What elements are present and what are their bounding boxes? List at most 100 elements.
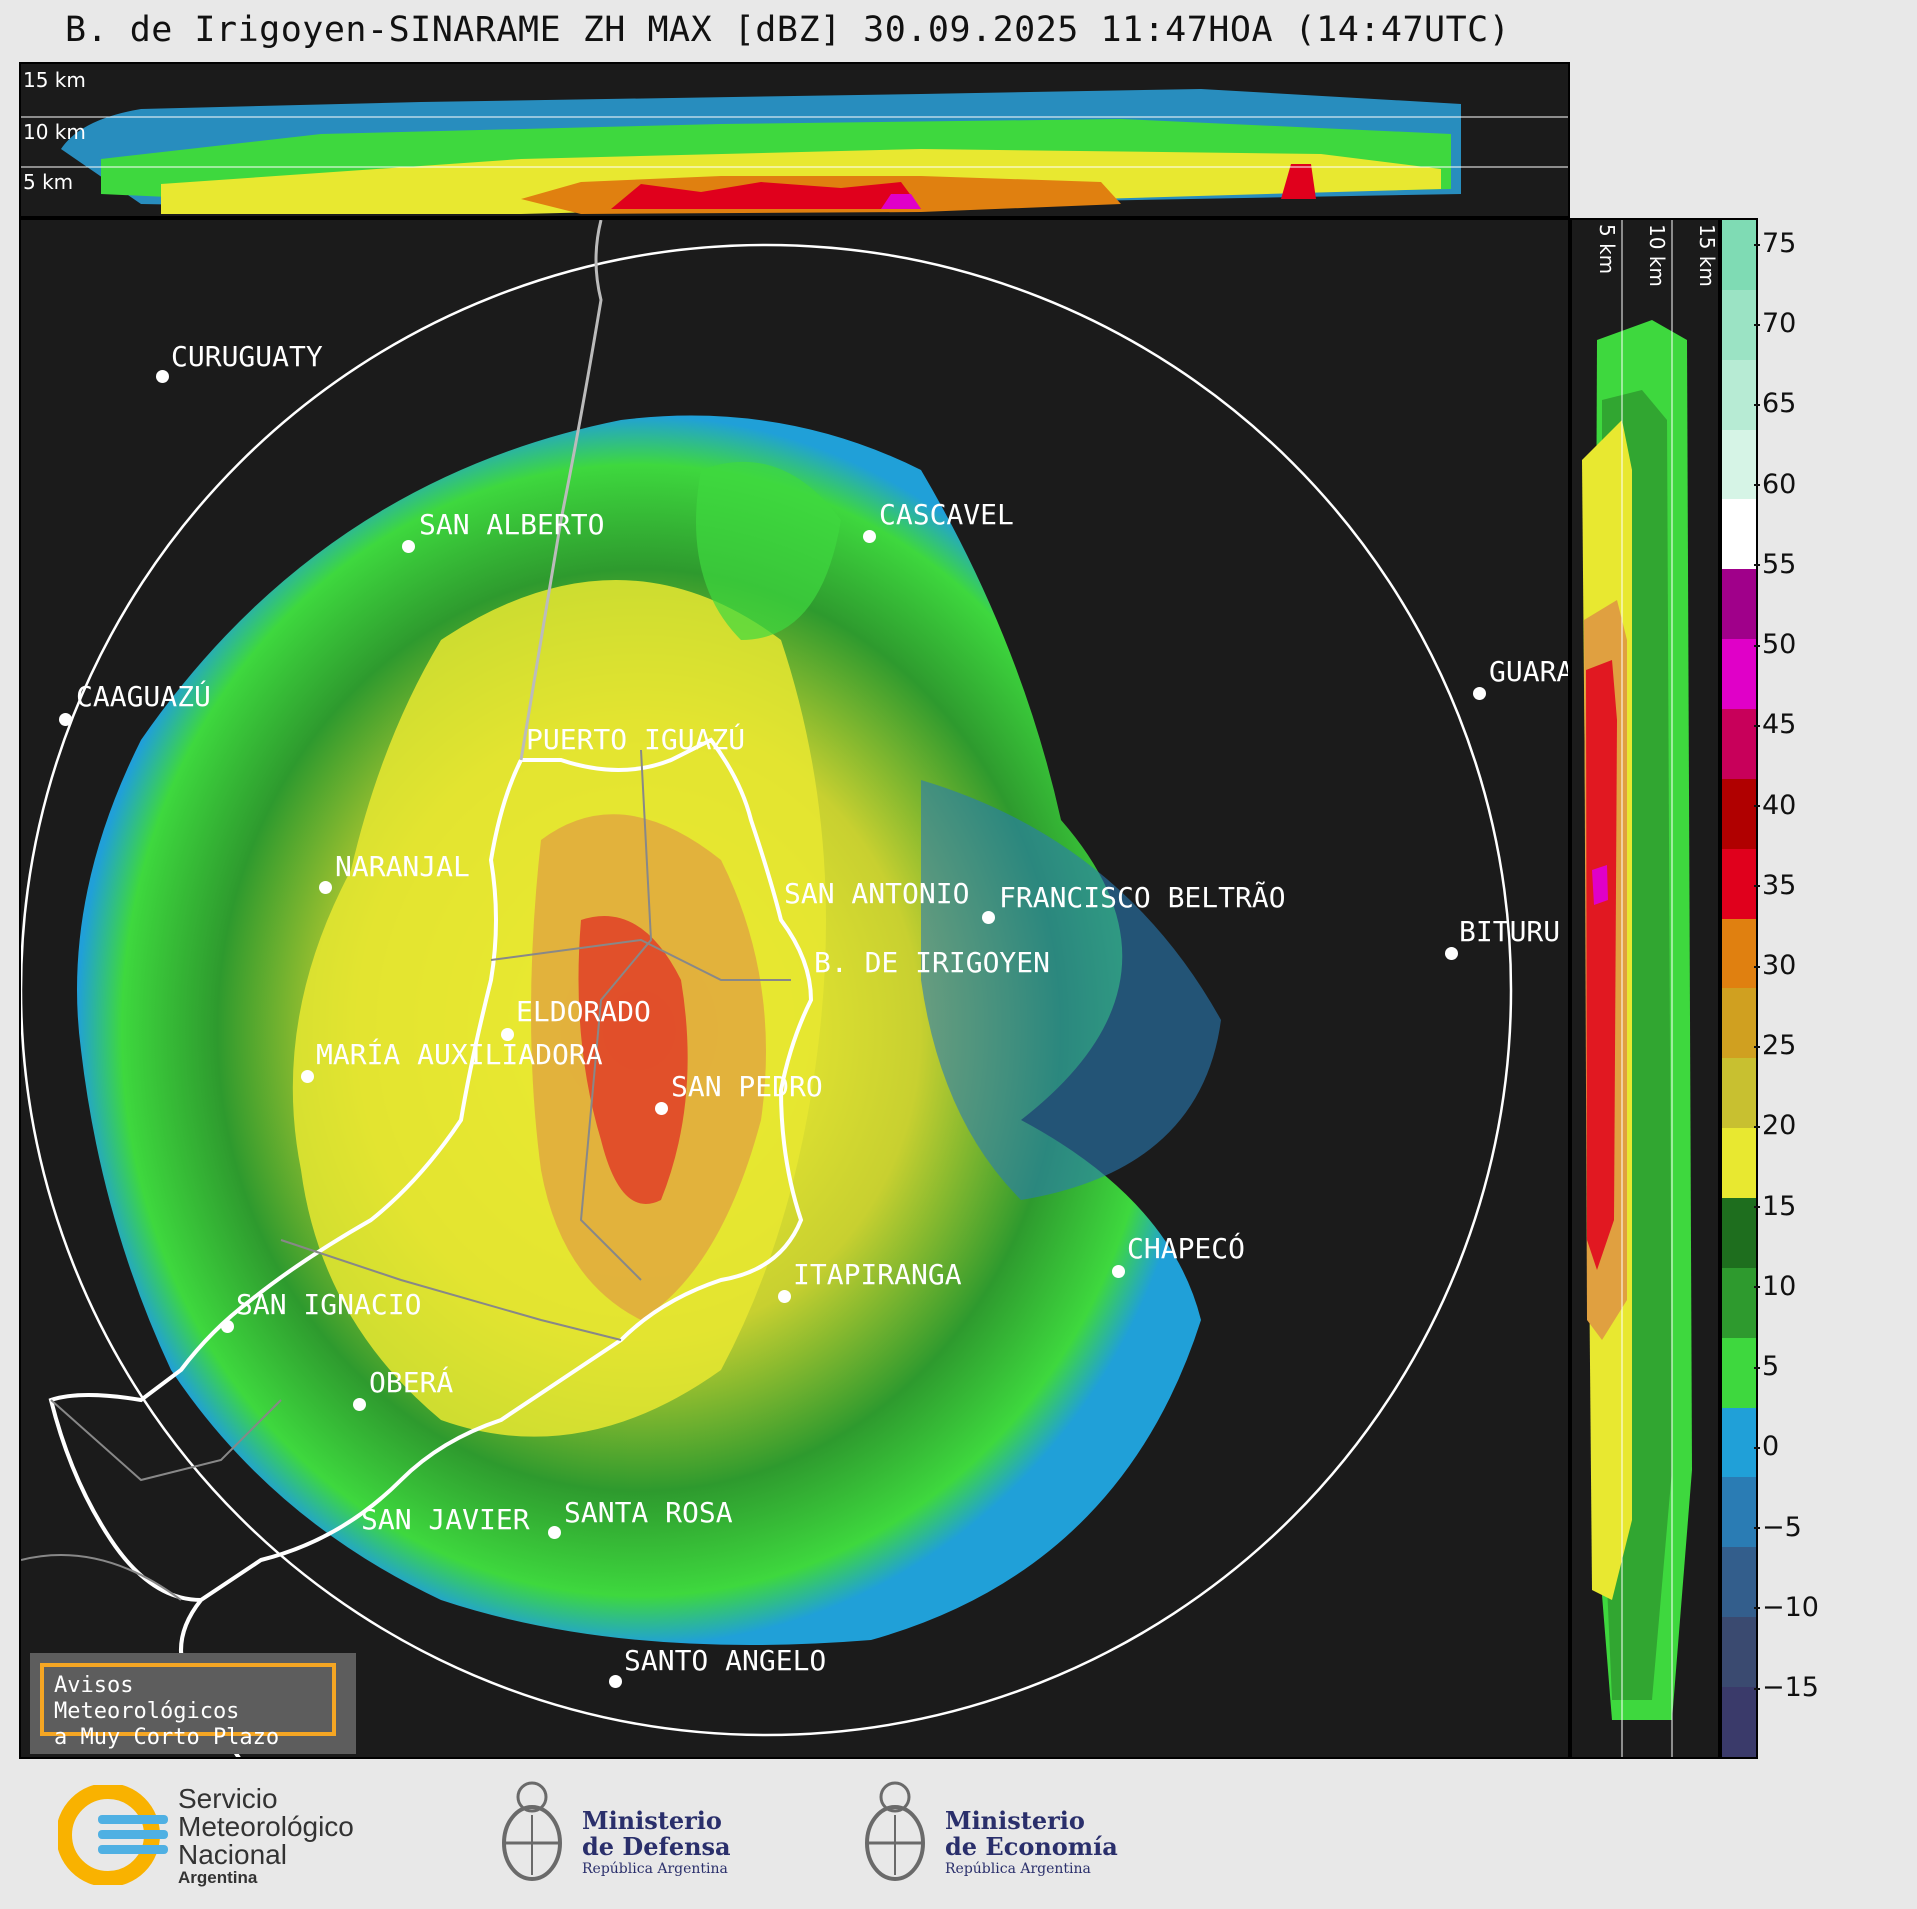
top-alt-label-5: 5 km [23,170,74,194]
city-dot-curuguaty [156,370,169,383]
city-dot-bituru [1445,947,1458,960]
colorbar-swatch [1722,289,1756,360]
city-dot-francisco-beltrao [982,911,995,924]
colorbar-swatch [1722,1267,1756,1338]
alert-box-frame[interactable]: Avisos Meteorológicos a Muy Corto Plazo [40,1663,336,1750]
colorbar-tick-label: −5 [1754,1511,1802,1543]
colorbar-tick-label: −15 [1754,1672,1819,1703]
colorbar-swatch [1722,988,1756,1059]
colorbar-tick-label: 55 [1753,548,1797,580]
colorbar-swatch [1722,1617,1756,1688]
top-alt-label-15: 15 km [23,68,86,92]
city-label-san-pedro: SAN PEDRO [671,1070,823,1103]
colorbar-tick-label: 25 [1753,1030,1797,1062]
city-label-san-javier: SAN JAVIER [361,1503,530,1536]
colorbar-swatch [1722,429,1756,500]
colorbar [1720,218,1758,1759]
colorbar-tick-label: 45 [1753,709,1797,741]
side-alt-label-5: 5 km [1595,224,1619,275]
city-label-santa-rosa: SANTA ROSA [564,1496,733,1529]
city-label-chapeco: CHAPECÓ [1127,1232,1246,1265]
city-label-puerto-iguazu: PUERTO IGUAZÚ [526,723,746,756]
top-alt-label-10: 10 km [23,120,86,144]
colorbar-tick-label: −10 [1754,1591,1819,1623]
city-label-b-de-irigoyen: B. DE IRIGOYEN [814,946,1051,979]
smn-logo-icon [58,1785,168,1885]
smn-line-2: Meteorológico [178,1811,354,1842]
city-label-maria-auxiliadora: MARÍA AUXILIADORA [316,1038,603,1071]
colorbar-swatch [1722,1058,1756,1129]
city-dot-guara [1473,687,1486,700]
city-label-bituru: BITURU [1459,915,1561,948]
colorbar-swatch [1722,1337,1756,1408]
city-label-cascavel: CASCAVEL [879,498,1014,531]
colorbar-swatch [1722,1687,1756,1757]
city-label-guara: GUARA [1489,655,1570,688]
colorbar-swatch [1722,359,1756,430]
side-cross-section-panel: 5 km 10 km 15 km [1570,218,1720,1759]
city-dot-cascavel [863,530,876,543]
city-label-francisco-beltrao: FRANCISCO BELTRÃO [999,881,1286,914]
city-dot-san-pedro [655,1102,668,1115]
side-cross-section-graphic [1582,220,1692,1757]
city-label-santo-angelo: SANTO ANGELO [624,1644,827,1677]
city-label-itapiranga: ITAPIRANGA [793,1258,962,1291]
colorbar-swatch [1722,848,1756,919]
colorbar-swatch [1722,1128,1756,1199]
smn-line-3: Nacional [178,1839,287,1870]
colorbar-swatch [1722,778,1756,849]
city-dot-san-ignacio [221,1320,234,1333]
defensa-line-3: República Argentina [582,1861,728,1877]
colorbar-tick-label: 70 [1753,308,1797,340]
city-label-san-alberto: SAN ALBERTO [419,508,605,541]
colorbar-tick-label: 0 [1753,1431,1780,1463]
colorbar-tick-label: 20 [1753,1110,1797,1142]
colorbar-swatch [1722,709,1756,779]
colorbar-tick-label: 60 [1753,468,1797,500]
side-alt-label-10: 10 km [1645,224,1669,287]
smn-line-4: Argentina [178,1868,258,1887]
colorbar-tick-label: 15 [1753,1190,1797,1222]
colorbar-swatch [1722,1547,1756,1618]
economia-line-3: República Argentina [945,1861,1091,1877]
city-dot-caaguazu [59,713,72,726]
colorbar-swatch [1722,220,1756,290]
city-label-curuguaty: CURUGUATY [171,340,323,373]
radar-reflectivity-map [21,220,1513,1757]
city-dot-maria-auxiliadora [301,1070,314,1083]
colorbar-swatch [1722,1477,1756,1548]
colorbar-swatch [1722,639,1756,710]
city-dot-obera [353,1398,366,1411]
colorbar-tick-label: 10 [1753,1270,1797,1302]
colorbar-tick-label: 40 [1753,789,1797,821]
colorbar-tick-label: 50 [1753,629,1797,661]
city-label-obera: OBERÁ [369,1366,454,1399]
smn-line-1: Servicio [178,1783,278,1814]
radar-map-panel: CURUGUATY SAN ALBERTO CASCAVEL CAAGUAZÚ … [19,218,1570,1759]
colorbar-swatch [1722,499,1756,570]
colorbar-swatch [1722,569,1756,640]
alert-box[interactable]: Avisos Meteorológicos a Muy Corto Plazo [30,1653,356,1754]
top-cross-section-panel: 15 km 10 km 5 km [19,62,1570,218]
map-title: B. de Irigoyen-SINARAME ZH MAX [dBZ] 30.… [65,10,1511,50]
colorbar-tick-label: 35 [1753,869,1797,901]
city-dot-itapiranga [778,1290,791,1303]
city-label-eldorado: ELDORADO [516,995,651,1028]
side-alt-label-15: 15 km [1695,224,1719,287]
city-dot-san-alberto [402,540,415,553]
defensa-line-1: Ministerio [582,1806,722,1835]
colorbar-tick-label: 30 [1753,950,1797,981]
city-dot-eldorado [501,1028,514,1041]
colorbar-swatch [1722,1407,1756,1478]
colorbar-tick-label: 75 [1753,228,1797,259]
defensa-line-2: de Defensa [582,1832,731,1861]
alert-line-1: Avisos Meteorológicos [54,1673,240,1724]
city-label-san-ignacio: SAN IGNACIO [236,1288,422,1321]
coat-of-arms-icon [865,1781,925,1881]
colorbar-tick-label: 65 [1753,388,1797,420]
top-cross-section-graphic [21,89,1568,214]
city-dot-chapeco [1112,1265,1125,1278]
colorbar-swatch [1722,1198,1756,1268]
colorbar-stack [1722,220,1756,1757]
economia-line-2: de Economía [945,1832,1118,1861]
